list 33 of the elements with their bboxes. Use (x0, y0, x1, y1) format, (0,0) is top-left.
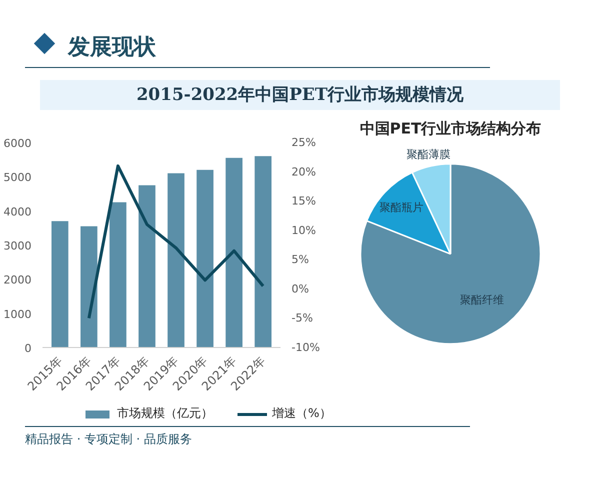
bar (168, 173, 184, 348)
legend-label: 市场规模（亿元） (117, 405, 213, 422)
text: 发展现状 (25, 32, 490, 68)
y2-tick-label: 5% (292, 253, 309, 266)
y-tick-label: 4000 (4, 205, 32, 218)
line-series (87, 164, 265, 320)
bar (80, 226, 98, 348)
slice-label: 聚酯纤维 (460, 294, 504, 307)
chart-title: 中国PET行业市场结构分布 (360, 120, 542, 138)
y2-tick-label: 20% (292, 165, 316, 178)
y2-tick-label: 25% (292, 136, 316, 149)
bar (138, 185, 156, 348)
bar (196, 170, 214, 348)
y-tick-label: 1000 (4, 308, 32, 321)
bar (226, 158, 242, 348)
y-tick-label: 5000 (4, 171, 32, 184)
slice-label: 聚酯薄膜 (406, 148, 450, 162)
y2-tick-label: 0% (292, 282, 309, 296)
y-tick-label: 3000 (4, 240, 32, 252)
y-tick-label: 2000 (4, 274, 32, 287)
legend-label: 增速（%） (272, 405, 332, 422)
y2-tick-label: -10% (292, 341, 320, 354)
slice-label: 聚酯瓶片 (379, 201, 424, 214)
y2-tick-label: 15% (292, 194, 316, 208)
y-tick-label: 6000 (4, 137, 32, 150)
y2-tick-label: -5% (292, 312, 313, 325)
y2-tick-label: 10% (292, 224, 316, 237)
text: 精品报告 · 专项定制 · 品质服务 (25, 426, 470, 448)
y-tick-label: 0 (24, 342, 32, 355)
bar (254, 156, 272, 348)
bar (110, 202, 126, 348)
bar (52, 221, 68, 348)
chart-title: 2015-2022年中国PET行业市场规模情况 (40, 80, 560, 110)
